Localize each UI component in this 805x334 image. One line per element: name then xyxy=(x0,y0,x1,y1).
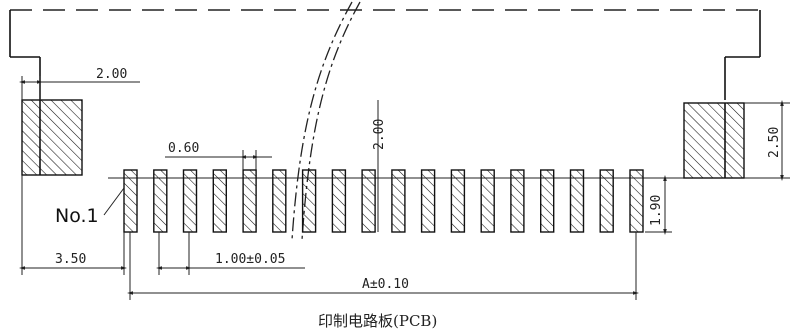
dim-label-total-span: A±0.10 xyxy=(362,277,409,292)
dim-label-shell-offset: 2.00 xyxy=(96,67,127,82)
signal-pad xyxy=(242,169,257,233)
dim-label-pin-height: 1.90 xyxy=(649,195,664,226)
dim-total-span: A±0.10 xyxy=(127,232,639,300)
signal-pad xyxy=(123,169,138,233)
dim-pin-width: 0.60 xyxy=(165,141,272,170)
signal-pad xyxy=(331,169,347,233)
signal-pad xyxy=(212,169,228,233)
signal-pad xyxy=(599,169,614,233)
signal-pad xyxy=(361,169,376,233)
housing-outline xyxy=(9,9,761,100)
dim-shell-offset: 2.00 xyxy=(19,67,140,100)
signal-pad xyxy=(153,169,168,233)
dim-label-pad-height: 2.00 xyxy=(372,119,387,150)
diagram-caption: 印制电路板(PCB) xyxy=(318,312,437,330)
signal-pad xyxy=(480,169,495,233)
signal-pad xyxy=(629,169,644,233)
dim-side-height: 2.50 xyxy=(744,100,790,181)
dim-pitch: 1.00±0.05 xyxy=(156,232,305,275)
signal-pads xyxy=(123,169,644,233)
signal-pad xyxy=(420,169,436,233)
dim-edge-to-first: 3.50 xyxy=(19,175,127,275)
dim-label-edge-to-first: 3.50 xyxy=(55,252,86,267)
signal-pad xyxy=(272,169,287,233)
dim-pin-height: 1.90 xyxy=(645,175,672,235)
dim-pad-height: 2.00 xyxy=(372,100,387,232)
signal-pad xyxy=(510,169,525,233)
dim-label-pin-width: 0.60 xyxy=(168,141,199,156)
left-mounting-pad xyxy=(21,99,83,176)
right-mounting-pad xyxy=(683,102,745,179)
signal-pad xyxy=(450,169,466,233)
signal-pad xyxy=(540,169,555,233)
signal-pad xyxy=(569,169,585,233)
signal-pad xyxy=(301,169,317,233)
pin1-callout: No.1 xyxy=(55,187,125,227)
pin1-label: No.1 xyxy=(55,205,99,227)
signal-pad xyxy=(391,169,406,233)
dim-label-pitch: 1.00±0.05 xyxy=(215,252,285,267)
dim-label-side-height: 2.50 xyxy=(767,127,782,158)
signal-pad xyxy=(182,169,198,233)
